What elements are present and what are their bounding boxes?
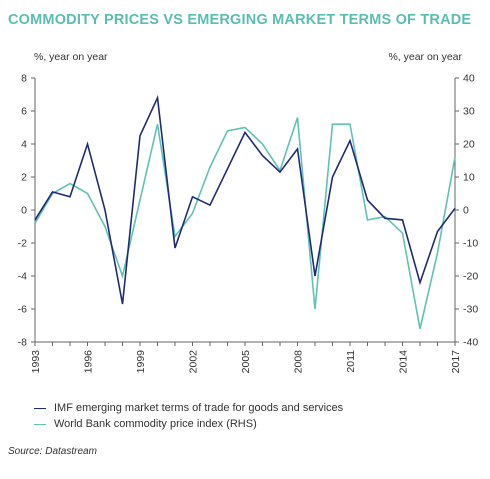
left-tick-label: -2	[18, 238, 27, 250]
right-tick-label: 20	[463, 139, 475, 151]
left-tick-label: 6	[21, 106, 27, 118]
legend-item-imf: IMF emerging market terms of trade for g…	[34, 400, 343, 416]
x-tick-label: 2008	[293, 350, 305, 374]
legend-item-wb: World Bank commodity price index (RHS)	[34, 416, 343, 432]
left-tick-label: -8	[18, 337, 27, 349]
left-tick-label: -4	[18, 271, 27, 283]
legend-swatch-imf	[34, 407, 46, 409]
legend: IMF emerging market terms of trade for g…	[34, 400, 343, 432]
left-tick-label: 4	[21, 139, 27, 151]
series-line-world-bank	[34, 117, 456, 329]
right-tick-label: -30	[463, 304, 478, 316]
x-tick-label: 1996	[83, 350, 95, 374]
left-axis-unit: %, year on year	[34, 51, 108, 63]
legend-swatch-wb	[34, 423, 46, 425]
legend-label-imf: IMF emerging market terms of trade for g…	[54, 402, 344, 414]
x-tick-label: 2002	[188, 350, 200, 374]
left-tick-label: -6	[18, 304, 27, 316]
left-tick-label: 8	[21, 73, 27, 85]
chart-title: COMMODITY PRICES VS EMERGING MARKET TERM…	[8, 12, 472, 28]
x-tick-label: 2014	[398, 350, 410, 374]
right-tick-label: 30	[463, 106, 475, 118]
source-note: Source: Datastream	[8, 446, 97, 457]
x-tick-label: 2005	[240, 350, 252, 374]
right-tick-label: -10	[463, 238, 478, 250]
right-tick-label: 10	[463, 172, 475, 184]
x-tick-label: 1999	[135, 350, 147, 374]
legend-label-wb: World Bank commodity price index (RHS)	[54, 418, 257, 430]
right-tick-label: -40	[463, 337, 478, 349]
right-tick-label: -20	[463, 271, 478, 283]
series-line-imf	[34, 94, 456, 305]
right-tick-label: 0	[463, 205, 469, 217]
left-tick-label: 0	[21, 205, 27, 217]
left-tick-label: 2	[21, 172, 27, 184]
right-tick-label: 40	[463, 73, 475, 85]
x-tick-label: 2011	[345, 350, 357, 373]
x-tick-label: 2017	[450, 350, 462, 374]
x-tick-label: 1993	[30, 350, 42, 374]
right-axis-unit: %, year on year	[388, 51, 462, 63]
